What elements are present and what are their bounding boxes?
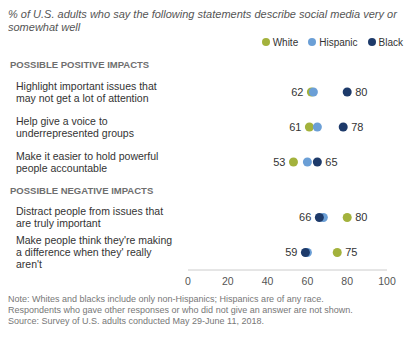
svg-text:80: 80 [341,275,353,287]
svg-text:66: 66 [299,211,311,223]
svg-text:40: 40 [262,275,274,287]
svg-text:78: 78 [351,121,363,133]
svg-text:0: 0 [185,275,191,287]
svg-text:61: 61 [289,121,301,133]
html-text:% of U.S. adults who say the f: % of U.S. adults who say the following s… [8,8,397,33]
svg-text:80: 80 [355,86,367,98]
html-text:Source: Survey of U.S. adults: Source: Survey of U.S. adults conducted … [8,316,264,326]
html-text:Hispanic: Hispanic [319,36,358,48]
svg-text:100: 100 [378,275,396,287]
svg-text:POSSIBLE POSITIVE IMPACTS: POSSIBLE POSITIVE IMPACTS [10,59,149,70]
html-text:White: White [272,36,299,48]
svg-text:62: 62 [291,86,303,98]
svg-text:Highlight important issues tha: Highlight important issues thatmay not g… [16,80,157,104]
svg-text:Help give a voice tounderrepre: Help give a voice tounderrepresented gro… [16,115,134,139]
html-text:Black: Black [378,36,403,48]
svg-text:20: 20 [222,275,234,287]
html-text:Note: Whites and blacks includ: Note: Whites and blacks include only non… [8,294,324,304]
svg-text:Make it easier to hold powerfu: Make it easier to hold powerfulpeople ac… [16,150,158,174]
svg-text:60: 60 [302,275,314,287]
svg-text:Distract people from issues th: Distract people from issues thatare trul… [16,205,163,229]
svg-text:65: 65 [325,156,337,168]
svg-text:POSSIBLE NEGATIVE IMPACTS: POSSIBLE NEGATIVE IMPACTS [10,185,153,196]
svg-text:59: 59 [285,246,297,258]
svg-text:80: 80 [355,211,367,223]
html-text:Respondents who gave other res: Respondents who gave other responses or … [8,305,353,315]
svg-text:75: 75 [345,246,357,258]
svg-text:53: 53 [273,156,285,168]
svg-text:Make people think they're maki: Make people think they're makinga differ… [16,234,172,270]
